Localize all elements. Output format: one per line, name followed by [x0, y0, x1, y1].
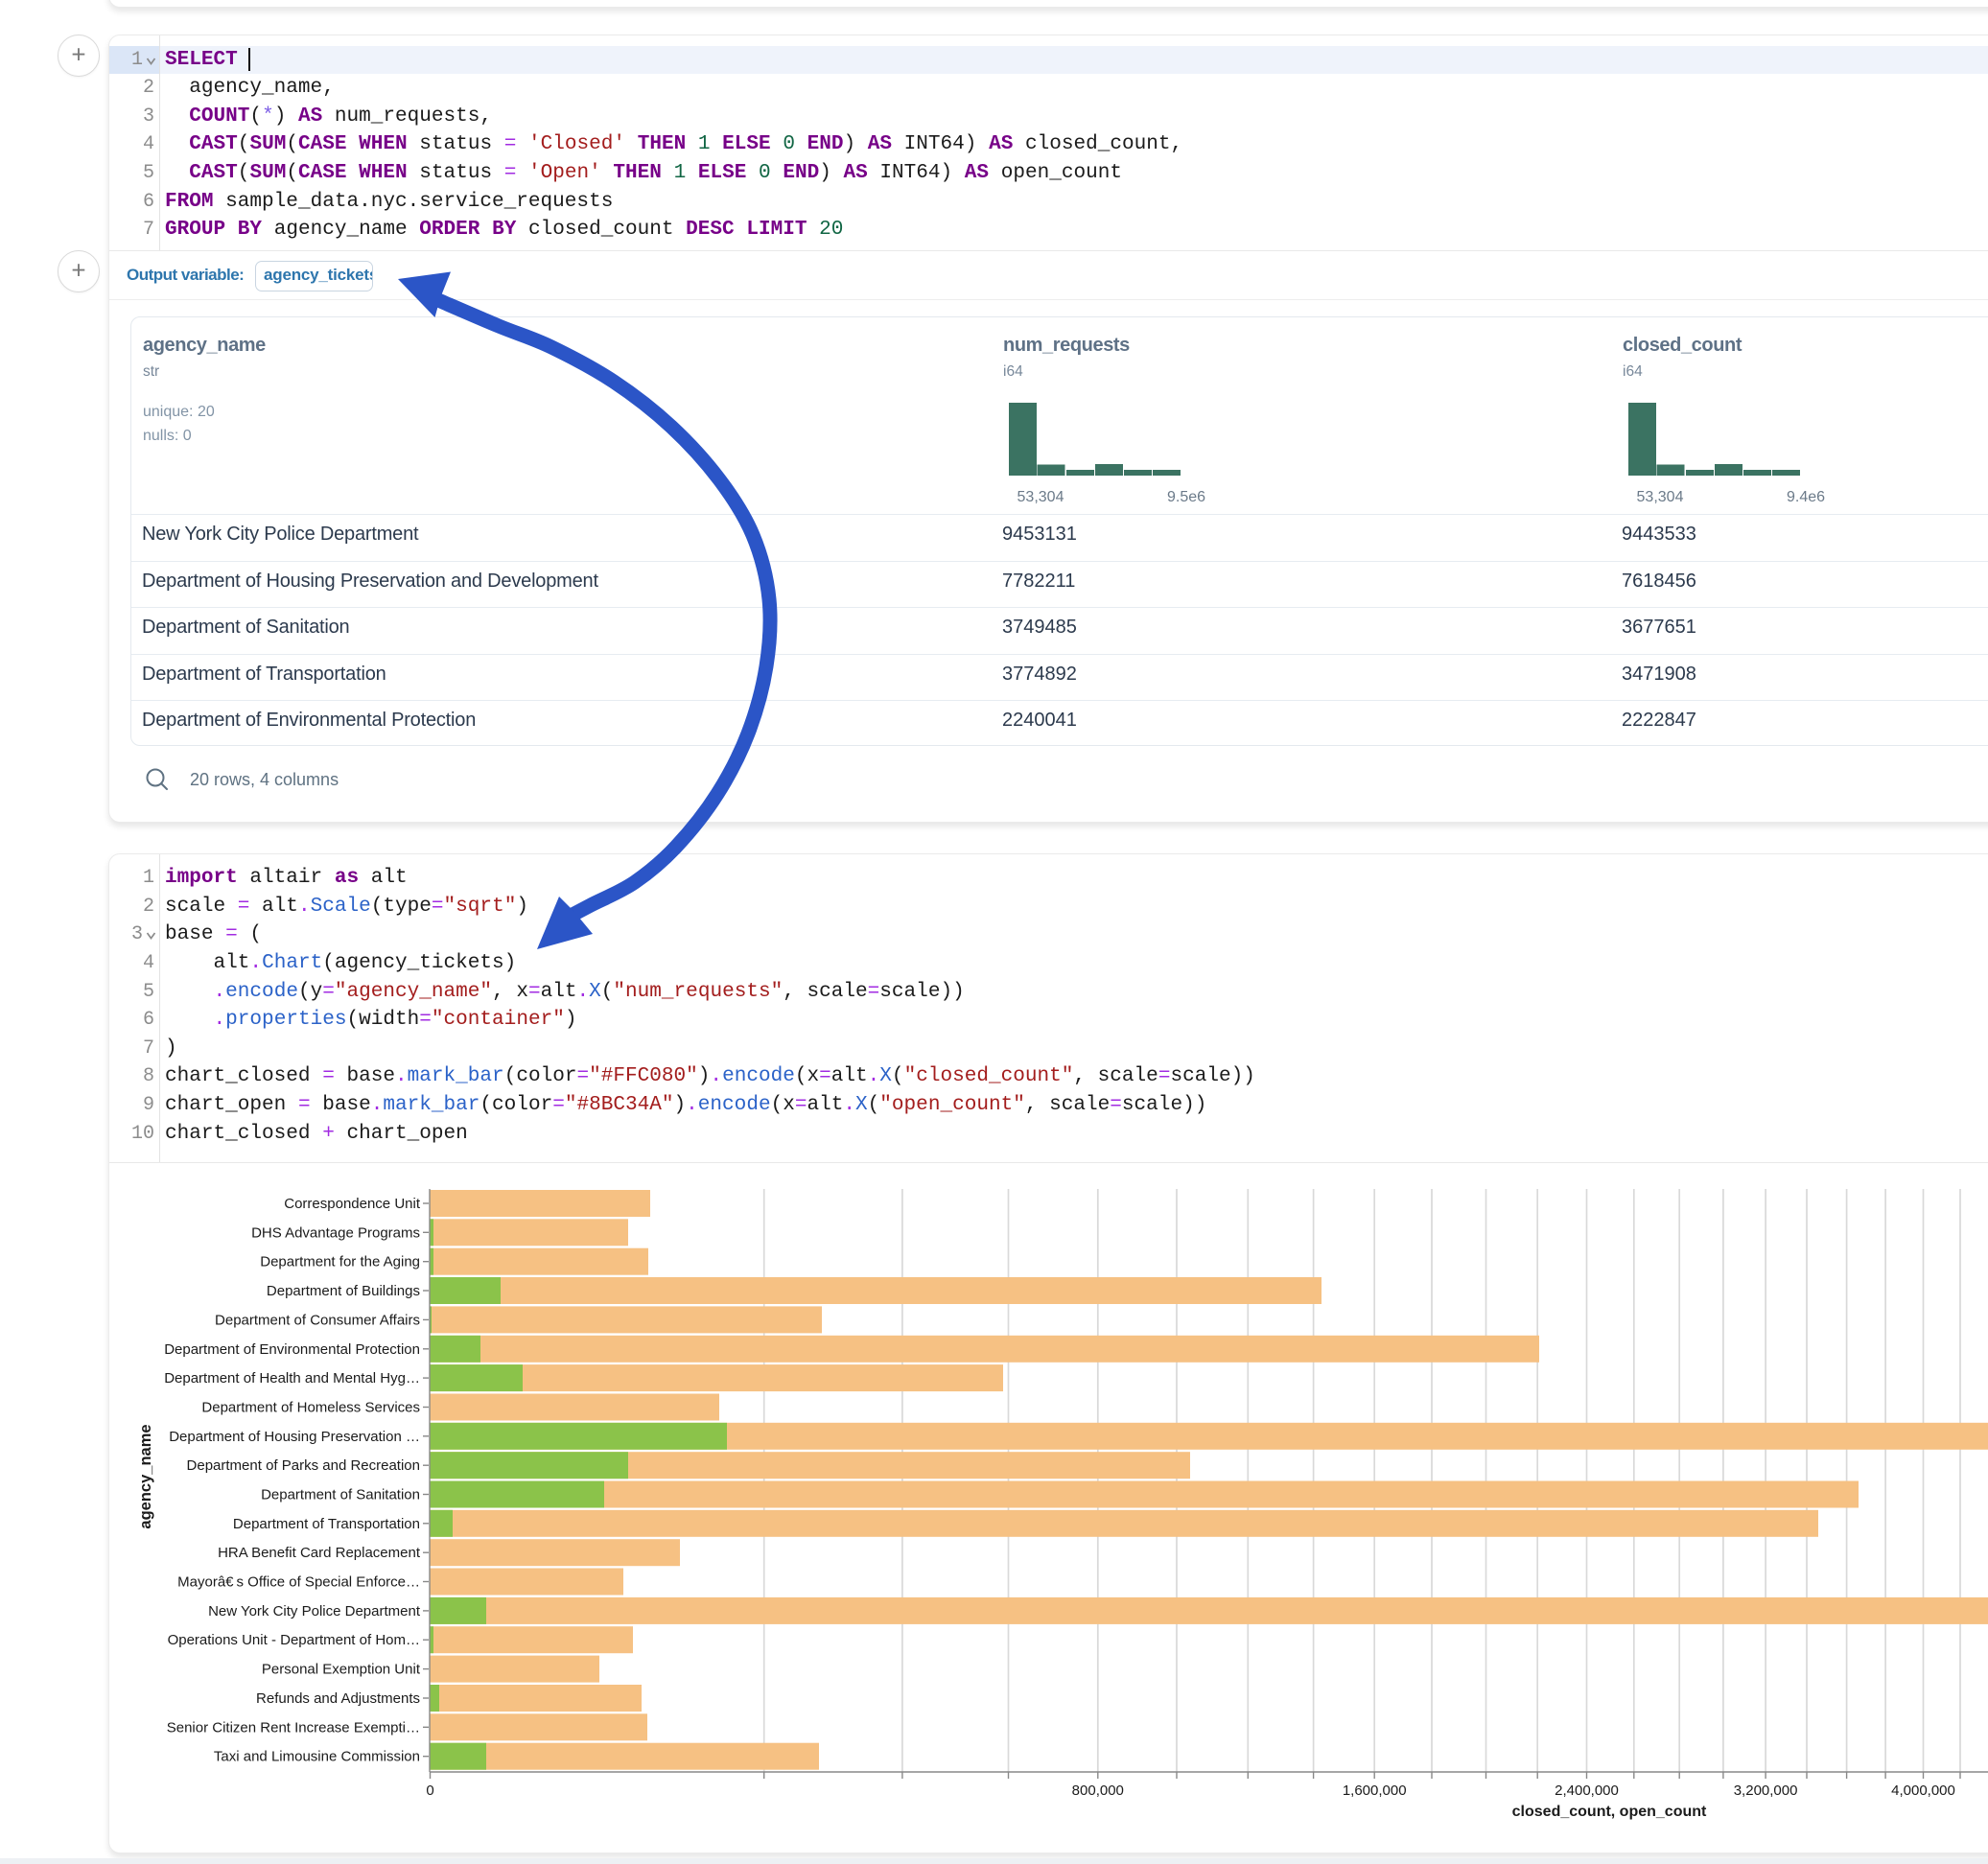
svg-text:Refunds and Adjustments: Refunds and Adjustments: [256, 1690, 420, 1707]
svg-text:DHS Advantage Programs: DHS Advantage Programs: [251, 1224, 420, 1241]
svg-text:4,000,000: 4,000,000: [1891, 1782, 1955, 1799]
svg-text:Department of Health and Menta: Department of Health and Mental Hyg…: [164, 1370, 420, 1386]
svg-text:9.5e6: 9.5e6: [1167, 489, 1205, 505]
svg-text:agency_name: agency_name: [137, 1424, 154, 1528]
svg-text:Department of Parks and Recrea: Department of Parks and Recreation: [187, 1457, 420, 1474]
svg-text:Department of Buildings: Department of Buildings: [267, 1283, 420, 1299]
svg-text:closed_count, open_count: closed_count, open_count: [1512, 1804, 1707, 1820]
svg-text:HRA Benefit Card Replacement: HRA Benefit Card Replacement: [218, 1545, 421, 1561]
svg-text:Correspondence Unit: Correspondence Unit: [284, 1196, 421, 1212]
svg-text:Department for the Aging: Department for the Aging: [260, 1254, 420, 1270]
svg-text:Personal Exemption Unit: Personal Exemption Unit: [262, 1662, 421, 1678]
svg-text:Department of Sanitation: Department of Sanitation: [261, 1487, 420, 1503]
svg-text:Department of Consumer Affairs: Department of Consumer Affairs: [215, 1312, 420, 1328]
svg-text:Department of Transportation: Department of Transportation: [233, 1516, 420, 1532]
svg-text:Taxi and Limousine Commission: Taxi and Limousine Commission: [214, 1749, 420, 1765]
svg-text:Mayorâ€ s Office of Special En: Mayorâ€ s Office of Special Enforce…: [177, 1574, 420, 1591]
svg-text:Department of Environmental Pr: Department of Environmental Protection: [164, 1341, 420, 1358]
svg-text:9.4e6: 9.4e6: [1787, 489, 1825, 505]
svg-text:1,600,000: 1,600,000: [1343, 1782, 1407, 1799]
svg-text:Operations Unit - Department o: Operations Unit - Department of Hom…: [168, 1632, 420, 1648]
svg-text:Department of Housing Preserva: Department of Housing Preservation …: [169, 1429, 420, 1445]
svg-text:Department of Homeless Service: Department of Homeless Services: [201, 1400, 420, 1416]
svg-text:2,400,000: 2,400,000: [1555, 1782, 1619, 1799]
svg-text:3,200,000: 3,200,000: [1734, 1782, 1798, 1799]
svg-text:53,304: 53,304: [1017, 489, 1064, 505]
svg-text:Senior Citizen Rent Increase E: Senior Citizen Rent Increase Exempti…: [167, 1719, 420, 1736]
svg-text:New York City Police Departmen: New York City Police Department: [208, 1603, 421, 1619]
svg-text:800,000: 800,000: [1072, 1782, 1124, 1799]
svg-text:0: 0: [426, 1782, 433, 1799]
svg-text:53,304: 53,304: [1637, 489, 1684, 505]
